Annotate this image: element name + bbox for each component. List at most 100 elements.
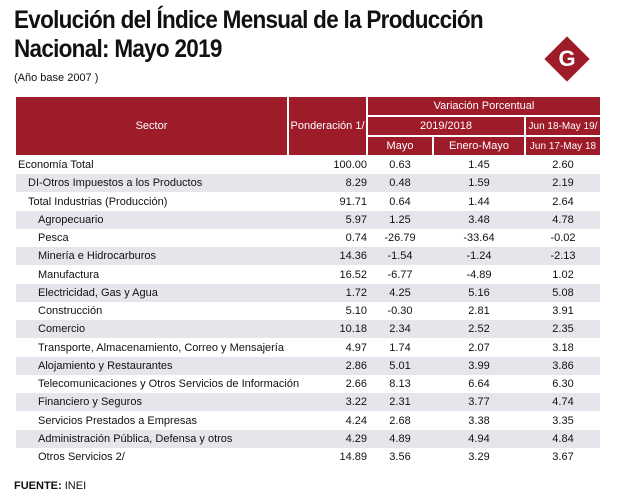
enero-mayo-cell: -1.24 <box>466 250 492 263</box>
annual-cell: 3.86 <box>552 359 574 372</box>
ponderacion-cell: 5.10 <box>345 305 367 317</box>
header-variacion: Variación Porcentual <box>368 97 600 115</box>
mayo-cell: -0.30 <box>387 305 413 317</box>
annual-cell: 3.35 <box>552 414 574 427</box>
sector-cell: Economía Total <box>18 159 94 171</box>
mayo-cell: 0.64 <box>389 195 411 208</box>
header-last-bottom: Jun 17-May 18 <box>526 137 600 155</box>
annual-cell: 2.64 <box>552 195 574 208</box>
ponderacion-cell: 5.97 <box>345 213 367 226</box>
table-row: Telecomunicaciones y Otros Servicios de … <box>16 375 600 393</box>
annual-cell: -0.02 <box>550 232 576 244</box>
enero-mayo-cell: 1.44 <box>468 195 490 208</box>
sector-cell: Total Industrias (Producción) <box>28 195 168 208</box>
enero-mayo-cell: -33.64 <box>463 232 495 244</box>
mayo-cell: -1.54 <box>387 250 413 263</box>
mayo-cell: -6.77 <box>387 268 413 281</box>
ponderacion-cell: 1.72 <box>345 286 367 299</box>
table-row: Electricidad, Gas y Agua 1.72 4.25 5.16 5.08 <box>16 283 600 302</box>
enero-mayo-cell: 3.99 <box>468 359 490 372</box>
table-row: Agropecuario 5.97 1.25 3.48 4.78 <box>16 210 600 229</box>
ponderacion-cell: 3.22 <box>345 396 367 409</box>
sector-cell: Telecomunicaciones y Otros Servicios de … <box>38 378 300 390</box>
logo-letter: G <box>558 46 576 71</box>
table-row: Servicios Prestados a Empresas 4.24 2.68 3.… <box>16 412 600 430</box>
ponderacion-cell: 10.18 <box>339 323 367 336</box>
sector-cell: Agropecuario <box>38 213 104 226</box>
mayo-cell: 2.68 <box>389 414 411 427</box>
enero-mayo-cell: 2.52 <box>468 323 490 336</box>
table-row: Transporte, Almacenamiento, Correo y Men… <box>16 339 600 357</box>
table-row: Financiero y Seguros 3.22 2.31 3.77 4.74 <box>16 393 600 412</box>
header-ponderacion: Ponderación 1/ <box>289 97 366 155</box>
table-row: Construcción 5.10 -0.30 2.81 3.91 <box>16 302 600 320</box>
mayo-cell: 8.13 <box>389 378 411 390</box>
annual-cell: 2.35 <box>552 323 574 336</box>
header-last-top: Jun 18-May 19/ <box>526 117 600 135</box>
sector-cell: Comercio <box>38 323 86 336</box>
table-row: Alojamiento y Restaurantes 2.86 5.01 3.99 3.… <box>16 356 600 375</box>
enero-mayo-cell: -4.89 <box>466 268 492 281</box>
sector-cell: Construcción <box>38 305 103 317</box>
mayo-cell: 0.63 <box>389 159 411 171</box>
enero-mayo-cell: 3.29 <box>468 451 490 463</box>
mayo-cell: 4.89 <box>389 432 411 445</box>
sector-cell: Otros Servicios 2/ <box>38 451 125 463</box>
mayo-cell: 4.25 <box>389 286 411 299</box>
mayo-cell: -26.79 <box>384 232 416 244</box>
ponderacion-cell: 4.24 <box>345 414 367 427</box>
title-line-1: Evolución del Índice Mensual de la Produ… <box>14 6 484 34</box>
mayo-cell: 2.31 <box>389 396 411 409</box>
annual-cell: 4.84 <box>552 432 574 445</box>
ponderacion-cell: 4.97 <box>345 341 367 354</box>
enero-mayo-cell: 4.94 <box>468 432 490 445</box>
sector-cell: Transporte, Almacenamiento, Correo y Men… <box>38 341 284 354</box>
ponderacion-cell: 14.89 <box>339 451 367 463</box>
sector-cell: Servicios Prestados a Empresas <box>38 414 197 427</box>
mayo-cell: 3.56 <box>389 451 411 463</box>
table-row: Comercio 10.18 2.34 2.52 2.35 <box>16 320 600 339</box>
source-value: INEI <box>64 480 87 492</box>
ponderacion-cell: 2.86 <box>345 359 367 372</box>
mayo-cell: 5.01 <box>389 359 411 372</box>
annual-cell: 6.30 <box>552 378 574 390</box>
enero-mayo-cell: 3.38 <box>468 414 490 427</box>
annual-cell: 3.67 <box>552 451 574 463</box>
ponderacion-cell: 16.52 <box>339 268 367 281</box>
annual-cell: 2.19 <box>552 177 574 190</box>
sector-cell: Electricidad, Gas y Agua <box>38 286 158 299</box>
annual-cell: -2.13 <box>550 250 576 263</box>
enero-mayo-cell: 1.59 <box>468 177 490 190</box>
mayo-cell: 0.48 <box>389 177 411 190</box>
header-period: 2019/2018 <box>368 117 524 135</box>
table-row: Administración Pública, Defensa y otros 4… <box>16 429 600 448</box>
enero-mayo-cell: 3.77 <box>468 396 490 409</box>
enero-mayo-cell: 1.45 <box>468 159 490 171</box>
table-row: Economía Total 100.00 0.63 1.45 2.60 <box>16 156 600 174</box>
title-line-2: Nacional: Mayo 2019 <box>14 35 222 63</box>
annual-cell: 2.60 <box>552 159 574 171</box>
header-sector: Sector <box>16 97 287 155</box>
ponderacion-cell: 2.66 <box>345 378 367 390</box>
annual-cell: 4.78 <box>552 213 574 226</box>
annual-cell: 1.02 <box>552 268 574 281</box>
header-enero-mayo: Enero-Mayo <box>434 137 524 155</box>
enero-mayo-cell: 3.48 <box>468 213 490 226</box>
ponderacion-cell: 14.36 <box>339 250 367 263</box>
table-row: Pesca 0.74 -26.79 -33.64 -0.02 <box>16 229 600 247</box>
annual-cell: 4.74 <box>552 396 574 409</box>
sector-cell: Financiero y Seguros <box>38 396 142 409</box>
annual-cell: 3.18 <box>552 341 574 354</box>
sector-cell: Administración Pública, Defensa y otros <box>38 432 233 445</box>
mayo-cell: 2.34 <box>389 323 411 336</box>
ponderacion-cell: 8.29 <box>345 177 367 190</box>
sector-cell: Pesca <box>38 232 69 244</box>
mayo-cell: 1.74 <box>389 341 411 354</box>
source: FUENTE: INEI <box>14 480 86 492</box>
table-row: Minería e Hidrocarburos 14.36 -1.54 -1.24 -2… <box>16 247 600 266</box>
sector-cell: Alojamiento y Restaurantes <box>38 359 173 372</box>
enero-mayo-cell: 6.64 <box>468 378 490 390</box>
ponderacion-cell: 91.71 <box>339 195 367 208</box>
table-row: Otros Servicios 2/14.89 3.56 3.29 3.67 <box>16 448 600 466</box>
